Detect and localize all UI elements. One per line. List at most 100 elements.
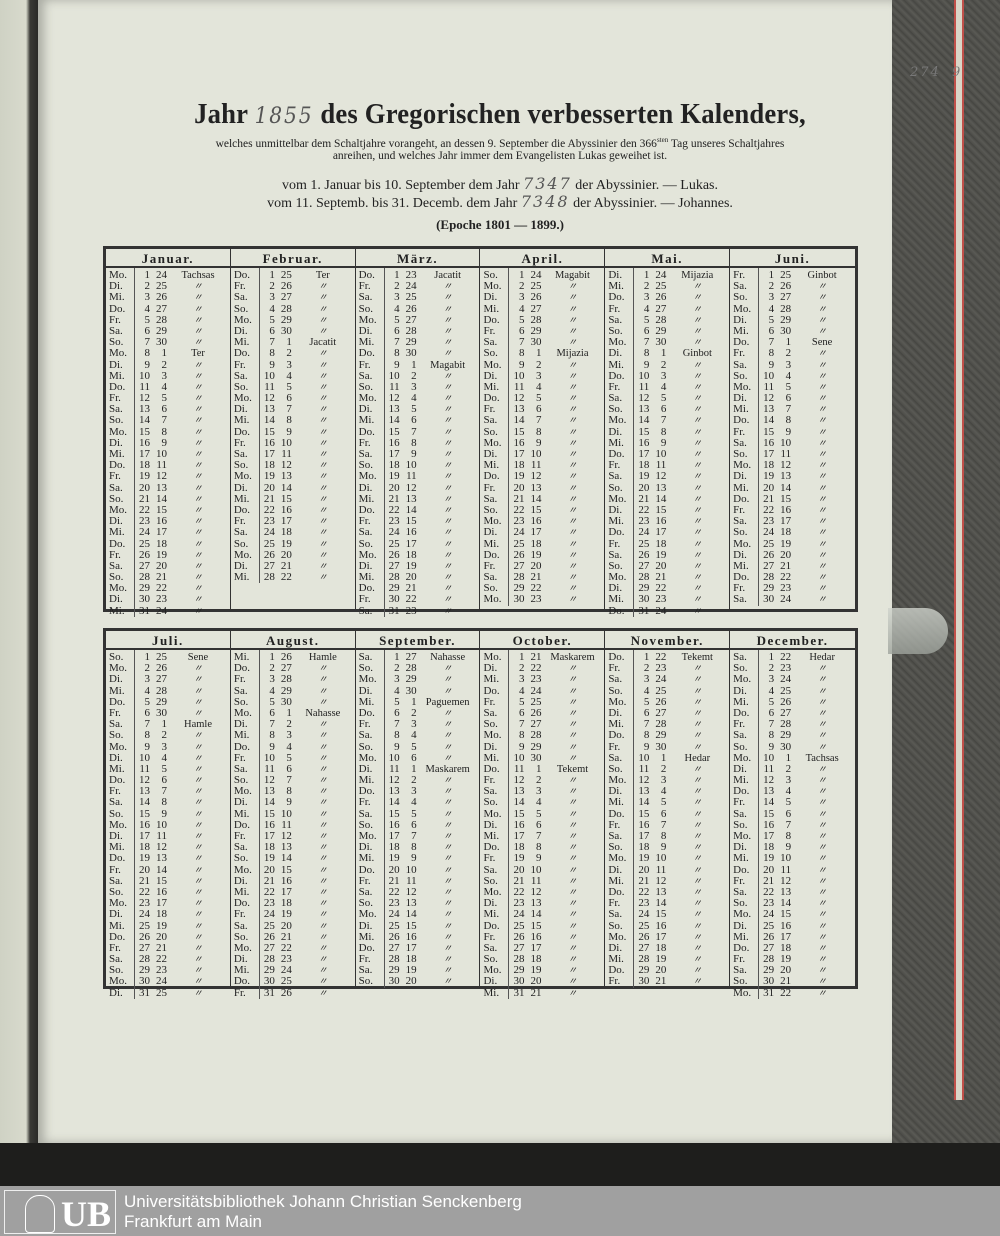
ditto-mark: 〃 bbox=[567, 965, 577, 976]
weekday: Fr. bbox=[733, 582, 746, 595]
ditto-mark: 〃 bbox=[817, 831, 827, 841]
day-row: So. 1 25 Sene bbox=[106, 651, 230, 663]
gregorian-day: 3 bbox=[643, 673, 650, 686]
ditto-mark: 〃 bbox=[567, 516, 577, 527]
ditto-mark: 〃 bbox=[318, 504, 328, 515]
weekday: Fr. bbox=[358, 436, 371, 449]
weekday: Di. bbox=[358, 481, 373, 494]
ditto-mark: 〃 bbox=[817, 393, 827, 404]
weekday: Mi. bbox=[233, 336, 250, 349]
month-rows: Do. 1 25 Ter Fr. 2 26 〃 Sa. 3 27 〃 So. 4 28 〃 Mo. 5 29 〃 Di.… bbox=[231, 268, 355, 584]
abyssinian-day: 20 bbox=[780, 548, 792, 561]
abyssinian-day: 13 bbox=[156, 481, 167, 494]
gregorian-day: 7 bbox=[144, 336, 151, 349]
abyssinian-day: 2 bbox=[411, 369, 417, 382]
ditto-mark: 〃 bbox=[193, 864, 203, 875]
day-row: Di. 2 22 〃 bbox=[480, 662, 604, 674]
gregorian-day: 23 bbox=[388, 897, 400, 910]
day-row: Mi. 10 3 〃 bbox=[106, 370, 230, 382]
gregorian-day: 10 bbox=[638, 369, 650, 382]
ditto-mark: 〃 bbox=[318, 538, 328, 549]
gregorian-day: 1 bbox=[394, 269, 400, 281]
ditto-mark: 〃 bbox=[567, 337, 577, 348]
weekday: Do. bbox=[358, 706, 375, 719]
day-row: Mi. 30 23 〃 bbox=[605, 594, 729, 605]
ditto-mark: 〃 bbox=[193, 482, 203, 493]
abyssinian-day: 7 bbox=[660, 818, 667, 831]
gregorian-day: 10 bbox=[513, 751, 525, 764]
abyssinian-month: Hamle bbox=[308, 652, 337, 663]
weekday: Mi. bbox=[483, 751, 500, 764]
weekday: Sa. bbox=[233, 684, 248, 697]
abyssinian-day: 15 bbox=[405, 919, 417, 932]
gregorian-day: 12 bbox=[638, 774, 650, 787]
day-row: Di. 18 8 〃 bbox=[356, 841, 480, 853]
abyssinian-day: 8 bbox=[161, 425, 168, 438]
abyssinian-day: 3 bbox=[535, 785, 542, 798]
era-text: der Abyssinier. — Johannes. bbox=[573, 196, 733, 211]
abyssinian-day: 26 bbox=[156, 291, 167, 304]
gregorian-day: 7 bbox=[518, 718, 525, 731]
day-row: Mo. 29 22 〃 bbox=[106, 583, 230, 594]
abyssinian-day: 30 bbox=[405, 684, 417, 697]
weekday: So. bbox=[109, 414, 124, 427]
gregorian-day: 14 bbox=[388, 414, 400, 427]
weekday: Di. bbox=[109, 751, 123, 764]
day-row: Sa. 10 2 〃 bbox=[356, 369, 480, 382]
ditto-mark: 〃 bbox=[567, 415, 577, 426]
day-row: So. 26 21 〃 bbox=[231, 931, 355, 943]
ditto-mark: 〃 bbox=[193, 707, 203, 718]
weekday: So. bbox=[233, 774, 249, 787]
weekday: Do. bbox=[109, 380, 126, 393]
abyssinian-day: 14 bbox=[280, 852, 292, 865]
weekday: Mi. bbox=[483, 830, 500, 842]
day-row: Mo. 4 28 〃 bbox=[730, 303, 855, 315]
ditto-mark: 〃 bbox=[318, 663, 328, 674]
weekday: So. bbox=[358, 975, 374, 988]
day-row: Mi. 31 21 〃 bbox=[480, 987, 604, 999]
ditto-mark: 〃 bbox=[193, 583, 203, 594]
day-row: Fr. 7 28 〃 bbox=[730, 718, 855, 731]
weekday: Mo. bbox=[733, 459, 752, 472]
abyssinian-day: 21 bbox=[156, 571, 167, 584]
abyssinian-day: 9 bbox=[535, 436, 542, 449]
day-row: Fr. 9 30 〃 bbox=[605, 741, 729, 753]
abyssinian-day: 17 bbox=[530, 526, 542, 539]
ditto-mark: 〃 bbox=[817, 460, 827, 471]
abyssinian-day: 9 bbox=[785, 841, 792, 854]
weekday: Di. bbox=[109, 358, 123, 371]
ditto-mark: 〃 bbox=[443, 415, 453, 426]
gregorian-day: 18 bbox=[513, 841, 525, 854]
weekday: Mo. bbox=[358, 673, 377, 686]
abyssinian-day: 2 bbox=[411, 774, 417, 787]
day-row: Sa. 25 20 〃 bbox=[231, 920, 355, 932]
day-row: Mo. 30 23 〃 bbox=[480, 594, 604, 605]
day-row: Do. 31 24 〃 bbox=[605, 605, 729, 617]
abyssinian-day: 28 bbox=[280, 673, 292, 686]
abyssinian-day: 4 bbox=[161, 380, 168, 393]
day-row: Do. 25 15 〃 bbox=[480, 920, 604, 932]
weekday: Mo. bbox=[608, 774, 627, 787]
day-row: So. 14 4 〃 bbox=[480, 797, 604, 808]
abyssinian-day: 1 bbox=[535, 762, 542, 775]
abyssinian-day: 22 bbox=[780, 651, 792, 663]
weekday: Fr. bbox=[483, 695, 496, 708]
abyssinian-day: 28 bbox=[780, 718, 792, 731]
ditto-mark: 〃 bbox=[817, 482, 827, 493]
ditto-mark: 〃 bbox=[443, 370, 453, 381]
gregorian-day: 30 bbox=[388, 593, 400, 606]
weekday: Mo. bbox=[358, 751, 377, 764]
ditto-mark: 〃 bbox=[193, 831, 203, 841]
day-row: Di. 18 9 〃 bbox=[730, 841, 855, 854]
abyssinian-day: 2 bbox=[411, 706, 417, 719]
abyssinian-day: 12 bbox=[780, 459, 792, 472]
abyssinian-day: 25 bbox=[780, 269, 792, 281]
day-row: Mo. 9 2 〃 bbox=[480, 358, 604, 371]
gregorian-day: 30 bbox=[513, 975, 525, 988]
gregorian-day: 1 bbox=[768, 269, 775, 281]
gregorian-day: 9 bbox=[518, 358, 525, 371]
abyssinian-day: 18 bbox=[780, 526, 792, 539]
abyssinian-day: 14 bbox=[530, 492, 542, 505]
day-row: So. 18 12 〃 bbox=[231, 459, 355, 471]
abyssinian-day: 8 bbox=[535, 425, 542, 438]
